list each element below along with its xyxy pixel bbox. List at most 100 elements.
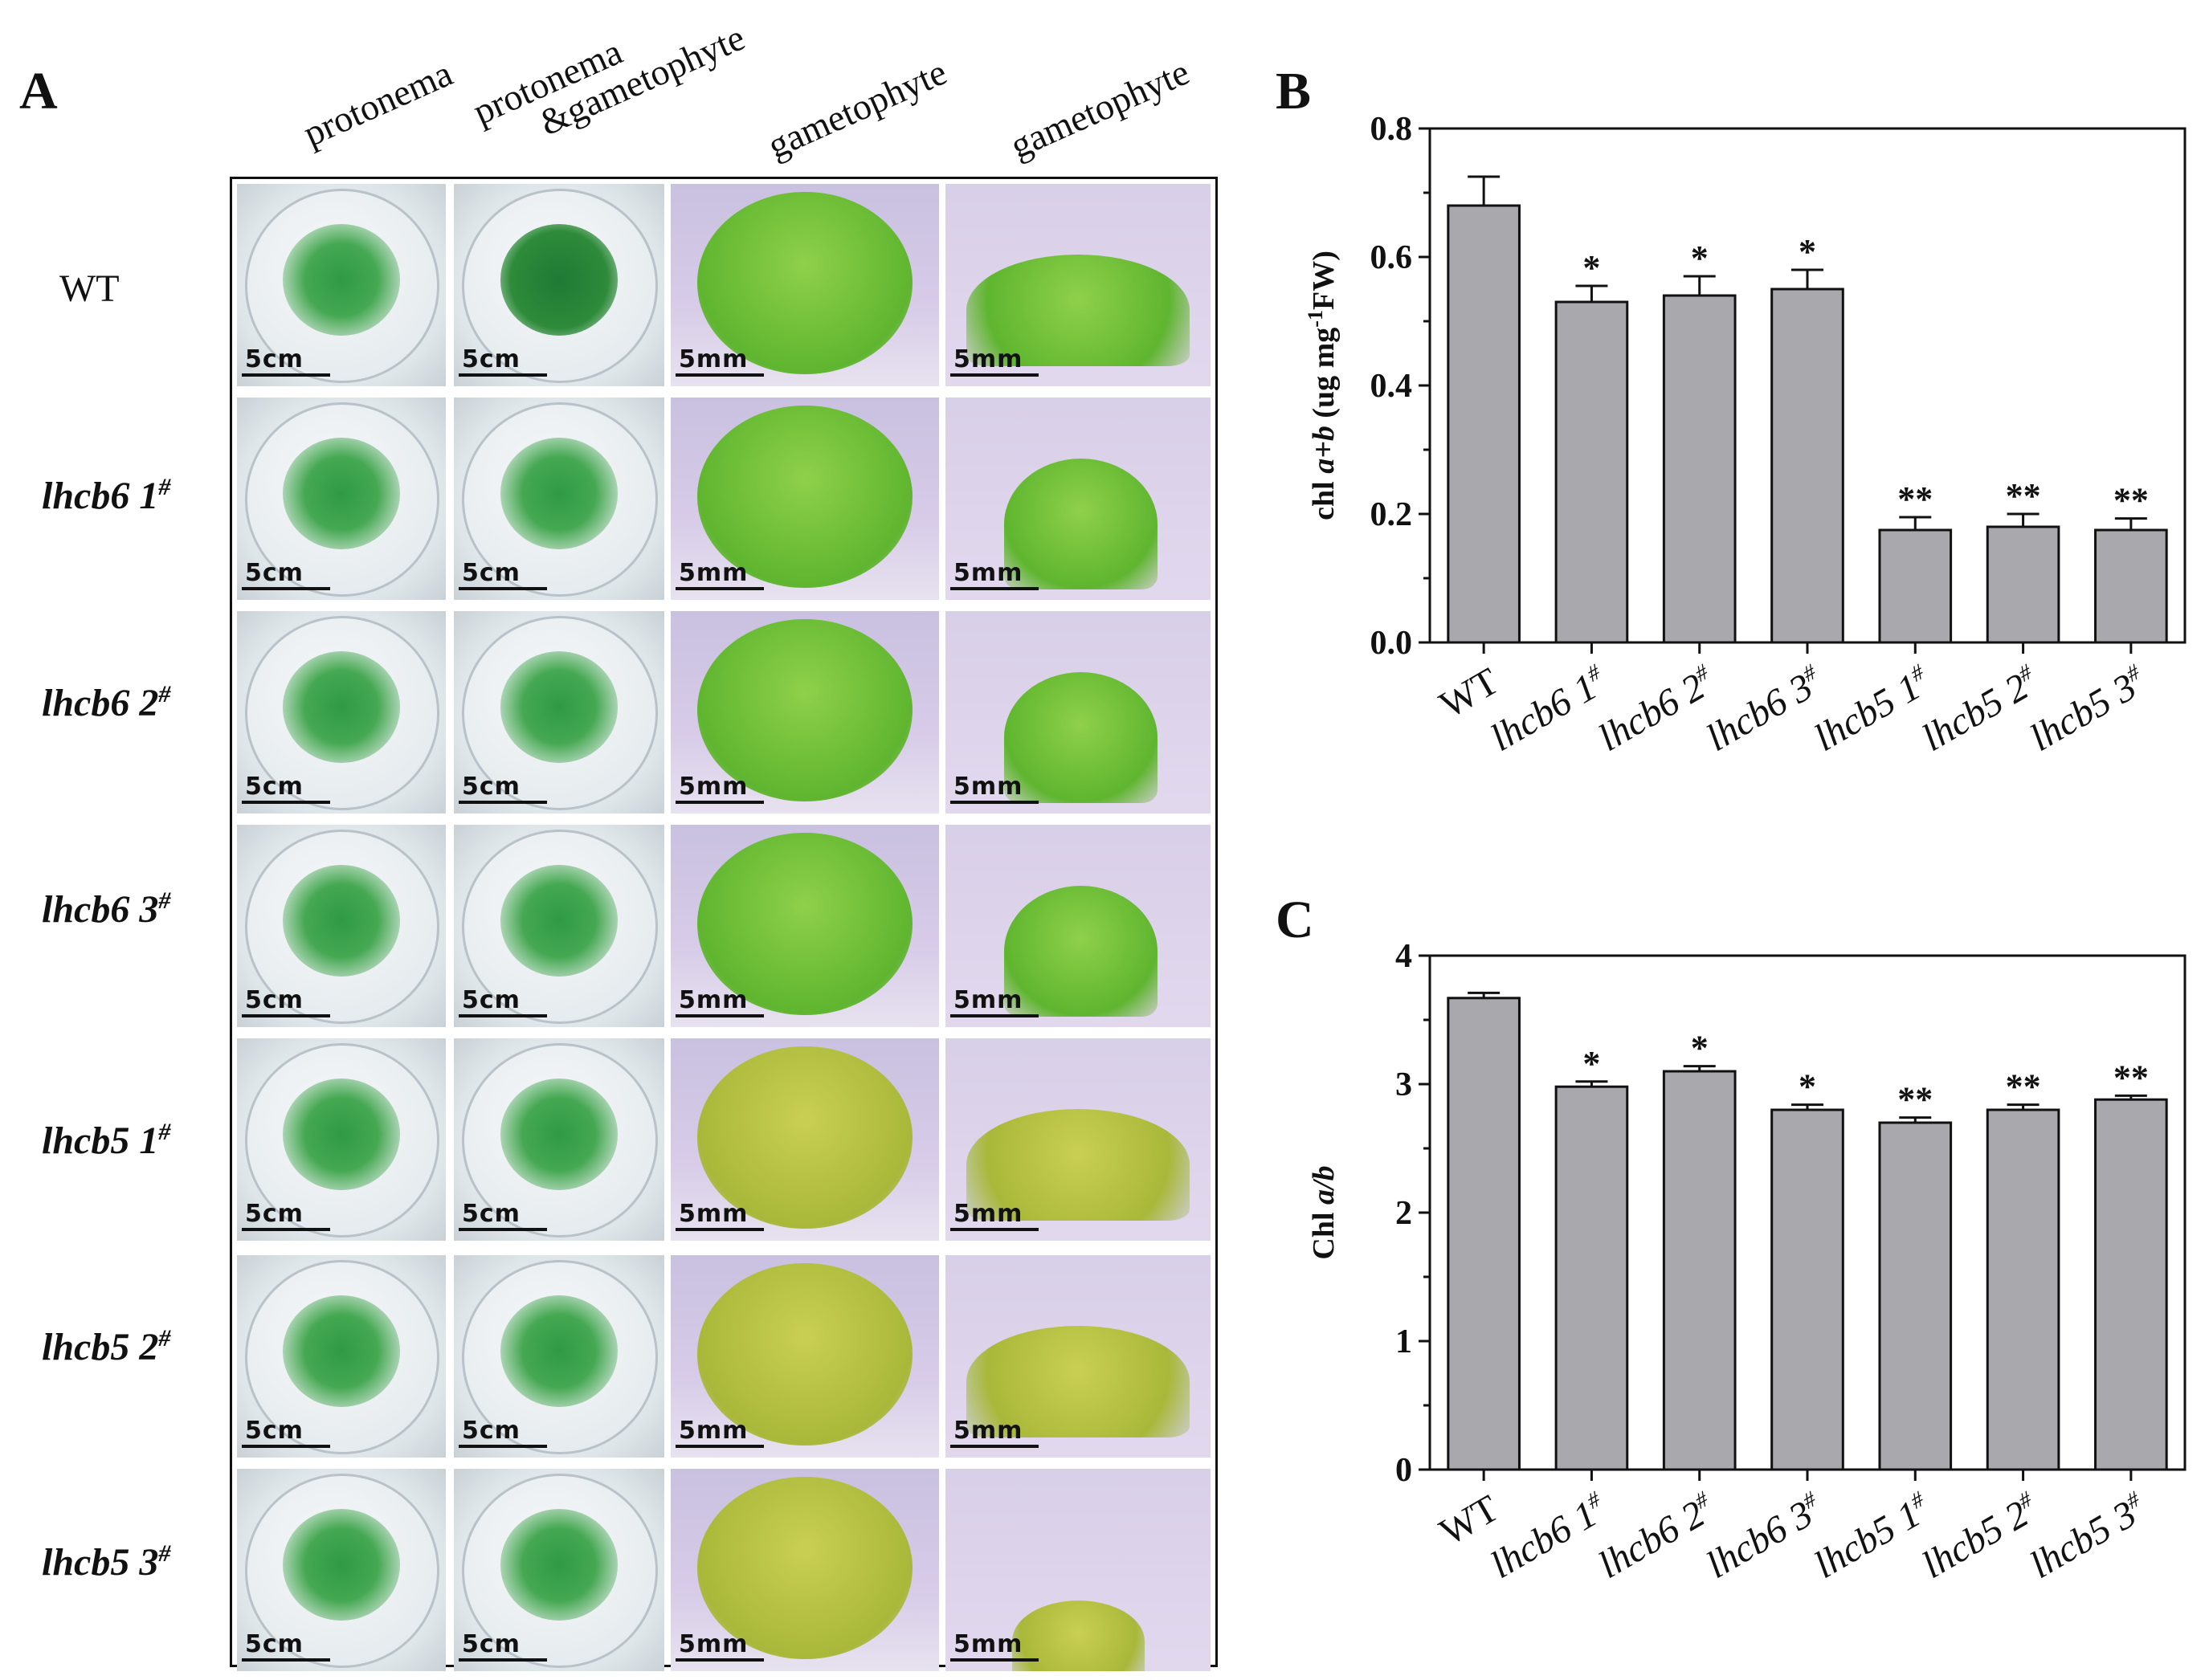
gametophyte-photo: 5mm	[945, 1255, 1211, 1458]
scale-bar	[676, 1445, 764, 1448]
scale-bar-label: 5cm	[245, 1630, 304, 1658]
gametophyte-colony	[697, 406, 913, 588]
scale-bar-label: 5mm	[953, 1200, 1023, 1228]
bar	[1878, 528, 1953, 644]
bar	[1770, 1108, 1844, 1471]
y-tick-label: 3	[1395, 1066, 1412, 1103]
x-tick-label: lhcb5 1#	[1807, 1486, 1938, 1587]
row-label: lhcb6 1#	[42, 474, 171, 517]
petri-dish-photo: 5cm	[454, 1469, 664, 1671]
scale-bar	[242, 1658, 330, 1662]
scale-bar-label: 5mm	[953, 1630, 1023, 1658]
y-tick-label: 0.2	[1370, 496, 1413, 533]
scale-bar-label: 5cm	[462, 345, 521, 373]
scale-bar-label: 5mm	[679, 345, 749, 373]
scale-bar	[676, 587, 764, 590]
scale-bar-label: 5cm	[245, 1417, 304, 1445]
scale-bar	[242, 373, 330, 377]
x-tick-label: lhcb6 2#	[1591, 1486, 1722, 1587]
moss-culture	[500, 865, 619, 977]
gametophyte-photo: 5mm	[671, 1469, 939, 1671]
x-tick-label: lhcb6 2#	[1591, 659, 1722, 760]
bar	[1554, 1085, 1629, 1471]
y-axis-label: chl a+b (ug mg-1FW)	[1304, 251, 1341, 520]
scale-bar-label: 5cm	[462, 559, 521, 587]
x-tick-label: lhcb6 3#	[1699, 1486, 1830, 1587]
bar	[2094, 528, 2168, 644]
scale-bar	[950, 801, 1039, 804]
gametophyte-colony	[1003, 885, 1158, 1017]
x-tick-label: lhcb5 2#	[1915, 659, 2046, 760]
gametophyte-photo: 5mm	[671, 184, 939, 386]
gametophyte-colony	[966, 1326, 1190, 1437]
significance-marker: *	[1799, 1067, 1816, 1107]
scale-bar	[459, 1228, 547, 1231]
scale-bar	[459, 1658, 547, 1662]
moss-culture	[283, 224, 400, 336]
x-tick-label: lhcb6 1#	[1484, 1486, 1615, 1587]
significance-marker: **	[2113, 1058, 2149, 1097]
significance-marker: **	[2006, 476, 2041, 516]
bar	[1662, 1070, 1737, 1471]
scale-bar-label: 5cm	[462, 1200, 521, 1228]
bar	[1662, 294, 1737, 644]
scale-bar-label: 5mm	[953, 773, 1023, 801]
scale-bar	[242, 801, 330, 804]
significance-marker: *	[1799, 232, 1816, 271]
bar	[1878, 1121, 1953, 1471]
scale-bar-label: 5cm	[245, 986, 304, 1014]
x-tick-label: lhcb5 2#	[1915, 1486, 2046, 1587]
bar	[1447, 997, 1521, 1471]
scale-bar	[950, 1014, 1039, 1017]
significance-marker: **	[2006, 1067, 2041, 1107]
significance-marker: *	[1691, 1029, 1709, 1068]
gametophyte-colony	[697, 833, 913, 1015]
moss-culture	[283, 865, 400, 977]
gametophyte-photo: 5mm	[671, 1038, 939, 1241]
significance-marker: *	[1582, 248, 1600, 287]
scale-bar	[950, 1445, 1039, 1448]
gametophyte-photo: 5mm	[671, 611, 939, 813]
gametophyte-colony	[697, 1263, 913, 1446]
moss-culture	[283, 1509, 400, 1621]
scale-bar	[950, 1658, 1039, 1662]
scale-bar-label: 5cm	[462, 1417, 521, 1445]
petri-dish-photo: 5cm	[454, 611, 664, 813]
petri-dish-photo: 5cm	[237, 611, 446, 813]
bar	[2094, 1098, 2168, 1471]
moss-culture	[500, 651, 619, 763]
gametophyte-photo: 5mm	[671, 825, 939, 1027]
significance-marker: *	[1691, 239, 1709, 278]
gametophyte-photo: 5mm	[945, 398, 1211, 600]
gametophyte-photo: 5mm	[945, 184, 1211, 386]
scale-bar-label: 5mm	[679, 1630, 749, 1658]
y-tick-label: 4	[1395, 938, 1412, 975]
scale-bar-label: 5cm	[245, 559, 304, 587]
petri-dish-photo: 5cm	[237, 1255, 446, 1458]
gametophyte-photo: 5mm	[671, 1255, 939, 1458]
scale-bar-label: 5cm	[245, 1200, 304, 1228]
scale-bar-label: 5mm	[953, 559, 1023, 587]
moss-culture	[500, 1509, 619, 1621]
y-tick-label: 0.8	[1370, 111, 1413, 148]
petri-dish-photo: 5cm	[454, 1255, 664, 1458]
gametophyte-photo: 5mm	[945, 1038, 1211, 1241]
gametophyte-photo: 5mm	[671, 398, 939, 600]
scale-bar	[242, 1445, 330, 1448]
y-tick-label: 0.4	[1370, 368, 1413, 405]
scale-bar	[950, 587, 1039, 590]
moss-culture	[283, 438, 400, 549]
scale-bar	[242, 1014, 330, 1017]
photo-grid: 5cm 5cm 5mm 5mm 5cm 5cm 5mm 5mm 5cm 5cm 5mm 5mm 5cm 5…	[230, 177, 1218, 1671]
scale-bar	[950, 1228, 1039, 1231]
petri-dish-photo: 5cm	[237, 398, 446, 600]
bar	[1770, 287, 1844, 644]
gametophyte-colony	[697, 192, 913, 374]
x-tick-label: lhcb5 1#	[1807, 659, 1938, 760]
petri-dish-photo: 5cm	[454, 1038, 664, 1241]
petri-dish-photo: 5cm	[237, 1469, 446, 1671]
scale-bar-label: 5cm	[245, 345, 304, 373]
scale-bar-label: 5cm	[462, 773, 521, 801]
x-tick-label: lhcb6 3#	[1699, 659, 1830, 760]
